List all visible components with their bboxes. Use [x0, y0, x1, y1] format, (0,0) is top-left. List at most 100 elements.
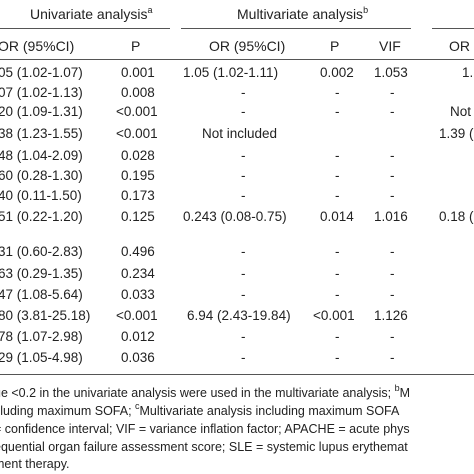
multivariate-header-superscript: b — [363, 5, 369, 15]
univariate-or-cell: 05 (1.02-1.07) — [0, 65, 83, 80]
univariate-or-cell: 78 (1.07-2.98) — [0, 329, 83, 344]
vif-cell: - — [390, 148, 395, 163]
next-or-cell: 0.18 ( — [439, 209, 474, 224]
multivariate-p-cell: 0.014 — [320, 209, 354, 224]
vif-cell: - — [390, 266, 395, 281]
footnote-text: ue <0.2 in the univariate analysis were … — [0, 386, 395, 400]
multivariate-or-cell: - — [241, 287, 246, 302]
vif-cell: 1.126 — [374, 308, 408, 323]
univariate-p-cell: 0.008 — [121, 85, 155, 100]
multivariate-p-cell: <0.001 — [313, 308, 355, 323]
univariate-or-cell: 31 (0.60-2.83) — [0, 244, 83, 259]
multivariate-p-cell: 0.002 — [320, 65, 354, 80]
univariate-p-cell: 0.012 — [121, 329, 155, 344]
multivariate-or-cell: 1.05 (1.02-1.11) — [183, 65, 279, 80]
univariate-spanner-rule — [0, 28, 170, 29]
univariate-or-cell: 07 (1.02-1.13) — [0, 85, 83, 100]
next-or-cell: 1. — [462, 65, 474, 80]
univariate-p-cell: <0.001 — [116, 308, 158, 323]
footnote-line: = confidence interval; VIF = variance in… — [0, 422, 410, 436]
multivariate-p-cell: - — [335, 148, 340, 163]
univariate-or-cell: 80 (3.81-25.18) — [0, 308, 91, 323]
footnote-line: ue <0.2 in the univariate analysis were … — [0, 383, 411, 400]
univariate-or-cell: 48 (1.04-2.09) — [0, 148, 83, 163]
footnote-text: Multivariate analysis including maximum … — [139, 404, 400, 418]
multivariate-p-cell: - — [335, 104, 340, 119]
univariate-p-cell: <0.001 — [116, 126, 158, 141]
univariate-or-cell: 63 (0.29-1.35) — [0, 266, 83, 281]
univariate-p-cell: 0.496 — [121, 244, 155, 259]
univariate-or-cell: 20 (1.09-1.31) — [0, 104, 83, 119]
multivariate-or-cell: - — [241, 85, 246, 100]
vif-cell: - — [390, 168, 395, 183]
next-or-cell: 1.39 ( — [439, 126, 474, 141]
multivariate-p-cell: - — [335, 85, 340, 100]
col-multivariate-p: P — [330, 38, 340, 54]
univariate-p-cell: 0.195 — [121, 168, 155, 183]
table-bottom-rule — [0, 374, 474, 375]
vif-cell: 1.016 — [374, 209, 408, 224]
multivariate-or-cell: - — [241, 244, 246, 259]
footnote-superscript: c — [135, 401, 140, 411]
multivariate-or-cell: - — [241, 168, 246, 183]
univariate-p-cell: 0.033 — [121, 287, 155, 302]
univariate-p-cell: 0.028 — [121, 148, 155, 163]
univariate-p-cell: 0.173 — [121, 188, 155, 203]
next-group-spanner-rule — [432, 28, 474, 29]
footnote-superscript: b — [394, 383, 400, 393]
col-next-or: OR — [449, 38, 470, 54]
multivariate-p-cell: - — [335, 244, 340, 259]
univariate-p-cell: 0.125 — [121, 209, 155, 224]
univariate-or-cell: 40 (0.11-1.50) — [0, 188, 82, 203]
vif-cell: - — [390, 329, 395, 344]
univariate-or-cell: 60 (0.28-1.30) — [0, 168, 83, 183]
vif-cell: - — [390, 85, 395, 100]
col-univariate-p: P — [131, 38, 141, 54]
vif-cell: - — [390, 188, 395, 203]
multivariate-or-cell: - — [241, 329, 246, 344]
multivariate-or-cell: 0.243 (0.08-0.75) — [183, 209, 287, 224]
footnote-line: ment therapy. — [0, 457, 70, 471]
univariate-or-cell: 38 (1.23-1.55) — [0, 126, 83, 141]
univariate-or-cell: 47 (1.08-5.64) — [0, 287, 83, 302]
vif-cell: - — [390, 244, 395, 259]
footnote-line: equential organ failure assessment score… — [0, 440, 408, 454]
footnote-text: M — [399, 386, 411, 400]
univariate-analysis-header: Univariate analysisa — [30, 5, 153, 22]
multivariate-p-cell: - — [335, 329, 340, 344]
multivariate-or-cell: - — [241, 188, 246, 203]
univariate-header-superscript: a — [147, 5, 153, 15]
multivariate-header-text: Multivariate analysis — [237, 6, 364, 22]
vif-cell: - — [390, 287, 395, 302]
vif-cell: 1.053 — [374, 65, 408, 80]
vif-cell: - — [390, 350, 395, 365]
multivariate-p-cell: - — [335, 188, 340, 203]
multivariate-p-cell: - — [335, 266, 340, 281]
univariate-header-text: Univariate analysis — [30, 6, 148, 22]
multivariate-p-cell: - — [335, 287, 340, 302]
col-univariate-or: OR (95%CI) — [0, 38, 75, 54]
multivariate-p-cell: - — [335, 168, 340, 183]
univariate-or-cell: 29 (1.05-4.98) — [0, 350, 83, 365]
multivariate-p-cell: - — [335, 350, 340, 365]
footnote-text: cluding maximum SOFA; — [0, 404, 136, 418]
univariate-p-cell: 0.001 — [121, 65, 155, 80]
col-multivariate-vif: VIF — [379, 38, 401, 54]
univariate-or-cell: 51 (0.22-1.20) — [0, 209, 83, 224]
col-multivariate-or: OR (95%CI) — [209, 38, 286, 54]
multivariate-or-cell: - — [241, 350, 246, 365]
multivariate-or-cell: - — [241, 104, 246, 119]
multivariate-or-cell: - — [241, 148, 246, 163]
multivariate-analysis-header: Multivariate analysisb — [237, 5, 369, 22]
univariate-p-cell: 0.234 — [121, 266, 155, 281]
multivariate-or-cell: 6.94 (2.43-19.84) — [187, 308, 291, 323]
vif-cell: - — [390, 104, 395, 119]
header-bottom-rule — [0, 59, 474, 60]
footnote-line: cluding maximum SOFA; cMultivariate anal… — [0, 401, 400, 418]
univariate-p-cell: <0.001 — [116, 104, 158, 119]
univariate-p-cell: 0.036 — [121, 350, 155, 365]
multivariate-or-cell: - — [241, 266, 246, 281]
multivariate-or-cell: Not included — [202, 126, 278, 141]
multivariate-spanner-rule — [181, 28, 411, 29]
next-or-cell: Not — [450, 104, 472, 119]
